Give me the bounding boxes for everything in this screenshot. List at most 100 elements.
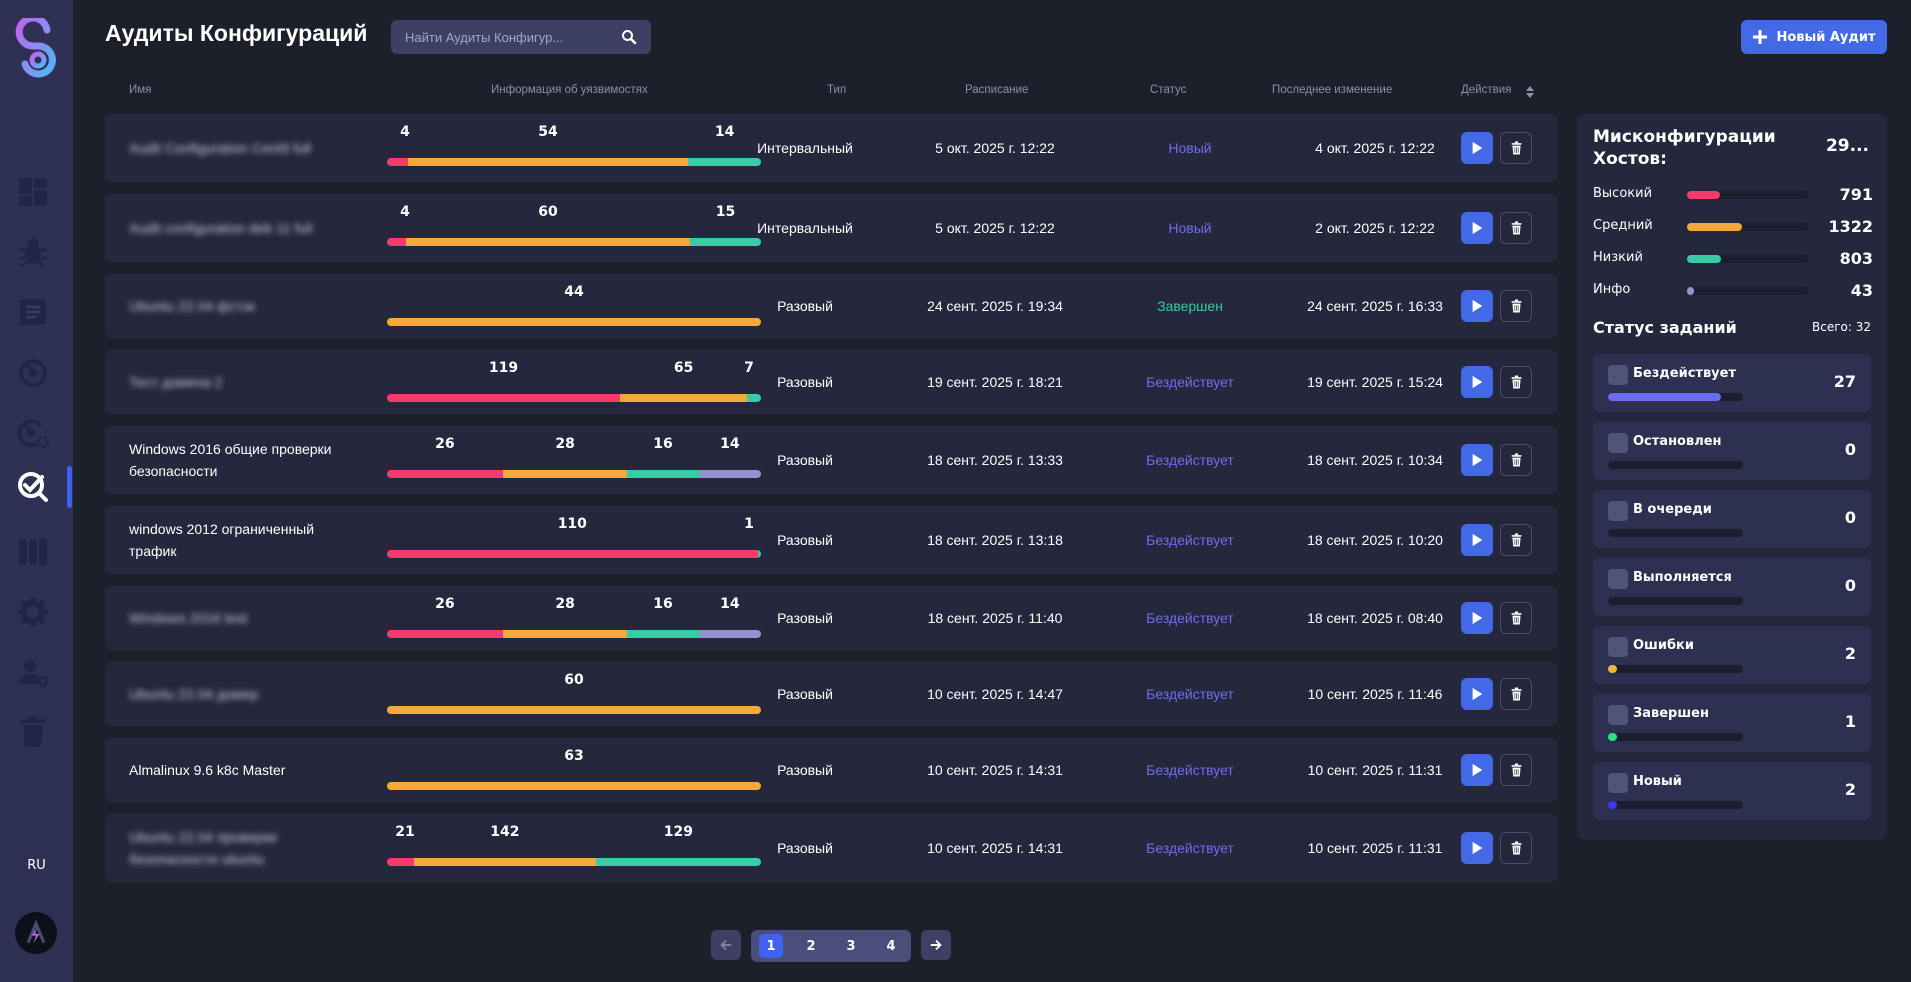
- vuln-count-low: 129: [663, 824, 693, 840]
- audit-name[interactable]: Windows 2016 test: [129, 610, 248, 626]
- audit-name[interactable]: Ubuntu 22.04 домер: [129, 686, 259, 702]
- vuln-count-high: 4: [400, 204, 410, 220]
- column-name[interactable]: Имя: [129, 84, 152, 96]
- next-page-button[interactable]: [921, 930, 951, 960]
- run-audit-button[interactable]: [1461, 366, 1493, 398]
- audit-name[interactable]: Windows 2016 общие проверки безопасности: [129, 441, 332, 479]
- table-row[interactable]: Almalinux 9.6 k8c Master 63 Разовый 10 с…: [105, 738, 1557, 802]
- vuln-count-medium: 142: [490, 824, 520, 840]
- audit-schedule: 18 сент. 2025 г. 13:18: [927, 532, 1063, 548]
- delete-audit-button[interactable]: [1500, 524, 1532, 556]
- task-status-checkbox[interactable]: [1608, 569, 1628, 589]
- document-icon[interactable]: [16, 295, 50, 329]
- table-row[interactable]: Audit Configuration Cent9 full 4 54 14 Инт…: [105, 114, 1557, 182]
- task-status-count: 27: [1833, 372, 1856, 391]
- search-box[interactable]: [391, 20, 651, 54]
- table-row[interactable]: Audit configuration deb 11 full 4 60 15 Ин…: [105, 194, 1557, 262]
- sort-icon[interactable]: [1525, 85, 1535, 99]
- severity-value: 803: [1839, 249, 1873, 268]
- trash-icon[interactable]: [16, 715, 50, 749]
- page-2-button[interactable]: 2: [806, 938, 816, 954]
- search-input[interactable]: [405, 29, 595, 45]
- task-status-checkbox[interactable]: [1608, 365, 1628, 385]
- audit-name[interactable]: windows 2012 ограниченный трафик: [129, 521, 315, 559]
- user-settings-icon[interactable]: [16, 655, 50, 689]
- audit-name[interactable]: Ubuntu 22.04 проверки безопасности ubunt…: [129, 829, 277, 867]
- audit-name[interactable]: Almalinux 9.6 k8c Master: [129, 762, 286, 778]
- task-status-count: 2: [1844, 644, 1856, 663]
- column-status[interactable]: Статус: [1150, 84, 1187, 96]
- table-row[interactable]: Ubuntu 22.04 проверки безопасности ubunt…: [105, 814, 1557, 882]
- trash-icon: [1511, 375, 1521, 389]
- vuln-segment-info: [698, 470, 761, 478]
- delete-audit-button[interactable]: [1500, 602, 1532, 634]
- delete-audit-button[interactable]: [1500, 366, 1532, 398]
- scan-settings-icon[interactable]: [16, 415, 50, 449]
- trash-icon: [1511, 141, 1521, 155]
- audit-schedule: 5 окт. 2025 г. 12:22: [935, 220, 1055, 236]
- task-status-label: Завершен: [1633, 706, 1709, 721]
- vuln-count-medium: 65: [673, 360, 694, 376]
- avatar[interactable]: [15, 912, 57, 954]
- task-status-card: В очереди 0: [1593, 490, 1871, 548]
- page-3-button[interactable]: 3: [846, 938, 856, 954]
- prev-page-button[interactable]: [711, 930, 741, 960]
- new-audit-button[interactable]: Новый Аудит: [1741, 20, 1887, 54]
- search-icon[interactable]: [621, 29, 637, 45]
- run-audit-button[interactable]: [1461, 212, 1493, 244]
- audit-name[interactable]: Audit configuration deb 11 full: [129, 220, 313, 236]
- scan-icon[interactable]: [16, 355, 50, 389]
- columns-icon[interactable]: [16, 535, 50, 569]
- vuln-count-high: 110: [557, 516, 587, 532]
- run-audit-button[interactable]: [1461, 444, 1493, 476]
- task-status-checkbox[interactable]: [1608, 773, 1628, 793]
- task-status-checkbox[interactable]: [1608, 705, 1628, 725]
- dashboard-icon[interactable]: [16, 175, 50, 209]
- table-row[interactable]: Windows 2016 общие проверки безопасности…: [105, 426, 1557, 494]
- vuln-count-low: 15: [715, 204, 736, 220]
- column-last-modified[interactable]: Последнее изменение: [1272, 84, 1393, 96]
- delete-audit-button[interactable]: [1500, 132, 1532, 164]
- vuln-bar: [387, 470, 761, 478]
- audit-name[interactable]: Ubuntu 22.04 фстэк: [129, 298, 256, 314]
- table-row[interactable]: Ubuntu 22.04 домер 60 Разовый 10 сент. 2…: [105, 662, 1557, 726]
- delete-audit-button[interactable]: [1500, 444, 1532, 476]
- vuln-segment-low: [689, 238, 761, 246]
- column-vuln-info[interactable]: Информация об уязвимостях: [491, 84, 648, 96]
- column-type[interactable]: Тип: [827, 84, 847, 96]
- table-row[interactable]: Windows 2016 test 26 28 16 14 Разовый 18 се…: [105, 586, 1557, 650]
- task-status-checkbox[interactable]: [1608, 501, 1628, 521]
- column-schedule[interactable]: Расписание: [965, 84, 1029, 96]
- task-status-total: Всего: 32: [1812, 320, 1871, 334]
- run-audit-button[interactable]: [1461, 832, 1493, 864]
- language-switcher[interactable]: RU: [27, 858, 46, 873]
- delete-audit-button[interactable]: [1500, 212, 1532, 244]
- task-status-checkbox[interactable]: [1608, 433, 1628, 453]
- audit-schedule: 24 сент. 2025 г. 19:34: [927, 298, 1063, 314]
- vuln-segment-high: [387, 394, 621, 402]
- gear-icon[interactable]: [16, 595, 50, 629]
- delete-audit-button[interactable]: [1500, 754, 1532, 786]
- run-audit-button[interactable]: [1461, 754, 1493, 786]
- table-row[interactable]: windows 2012 ограниченный трафик 110 1 Ра…: [105, 506, 1557, 574]
- run-audit-button[interactable]: [1461, 132, 1493, 164]
- page-1-button[interactable]: 1: [759, 934, 783, 958]
- vuln-count-medium: 63: [564, 748, 584, 764]
- page-4-button[interactable]: 4: [886, 938, 896, 954]
- run-audit-button[interactable]: [1461, 290, 1493, 322]
- logo-icon[interactable]: [14, 14, 58, 80]
- delete-audit-button[interactable]: [1500, 290, 1532, 322]
- task-status-bar-fill: [1608, 665, 1618, 673]
- table-row[interactable]: Тест доменa 2 119 65 7 Разовый 19 сент. 20…: [105, 350, 1557, 414]
- bug-icon[interactable]: [16, 235, 50, 269]
- delete-audit-button[interactable]: [1500, 832, 1532, 864]
- delete-audit-button[interactable]: [1500, 678, 1532, 710]
- audit-name[interactable]: Audit Configuration Cent9 full: [129, 140, 312, 156]
- run-audit-button[interactable]: [1461, 524, 1493, 556]
- table-row[interactable]: Ubuntu 22.04 фстэк 44 Разовый 24 сент. 2…: [105, 274, 1557, 338]
- run-audit-button[interactable]: [1461, 602, 1493, 634]
- run-audit-button[interactable]: [1461, 678, 1493, 710]
- config-audit-icon[interactable]: [16, 470, 50, 504]
- task-status-checkbox[interactable]: [1608, 637, 1628, 657]
- audit-name[interactable]: Тест доменa 2: [129, 374, 223, 390]
